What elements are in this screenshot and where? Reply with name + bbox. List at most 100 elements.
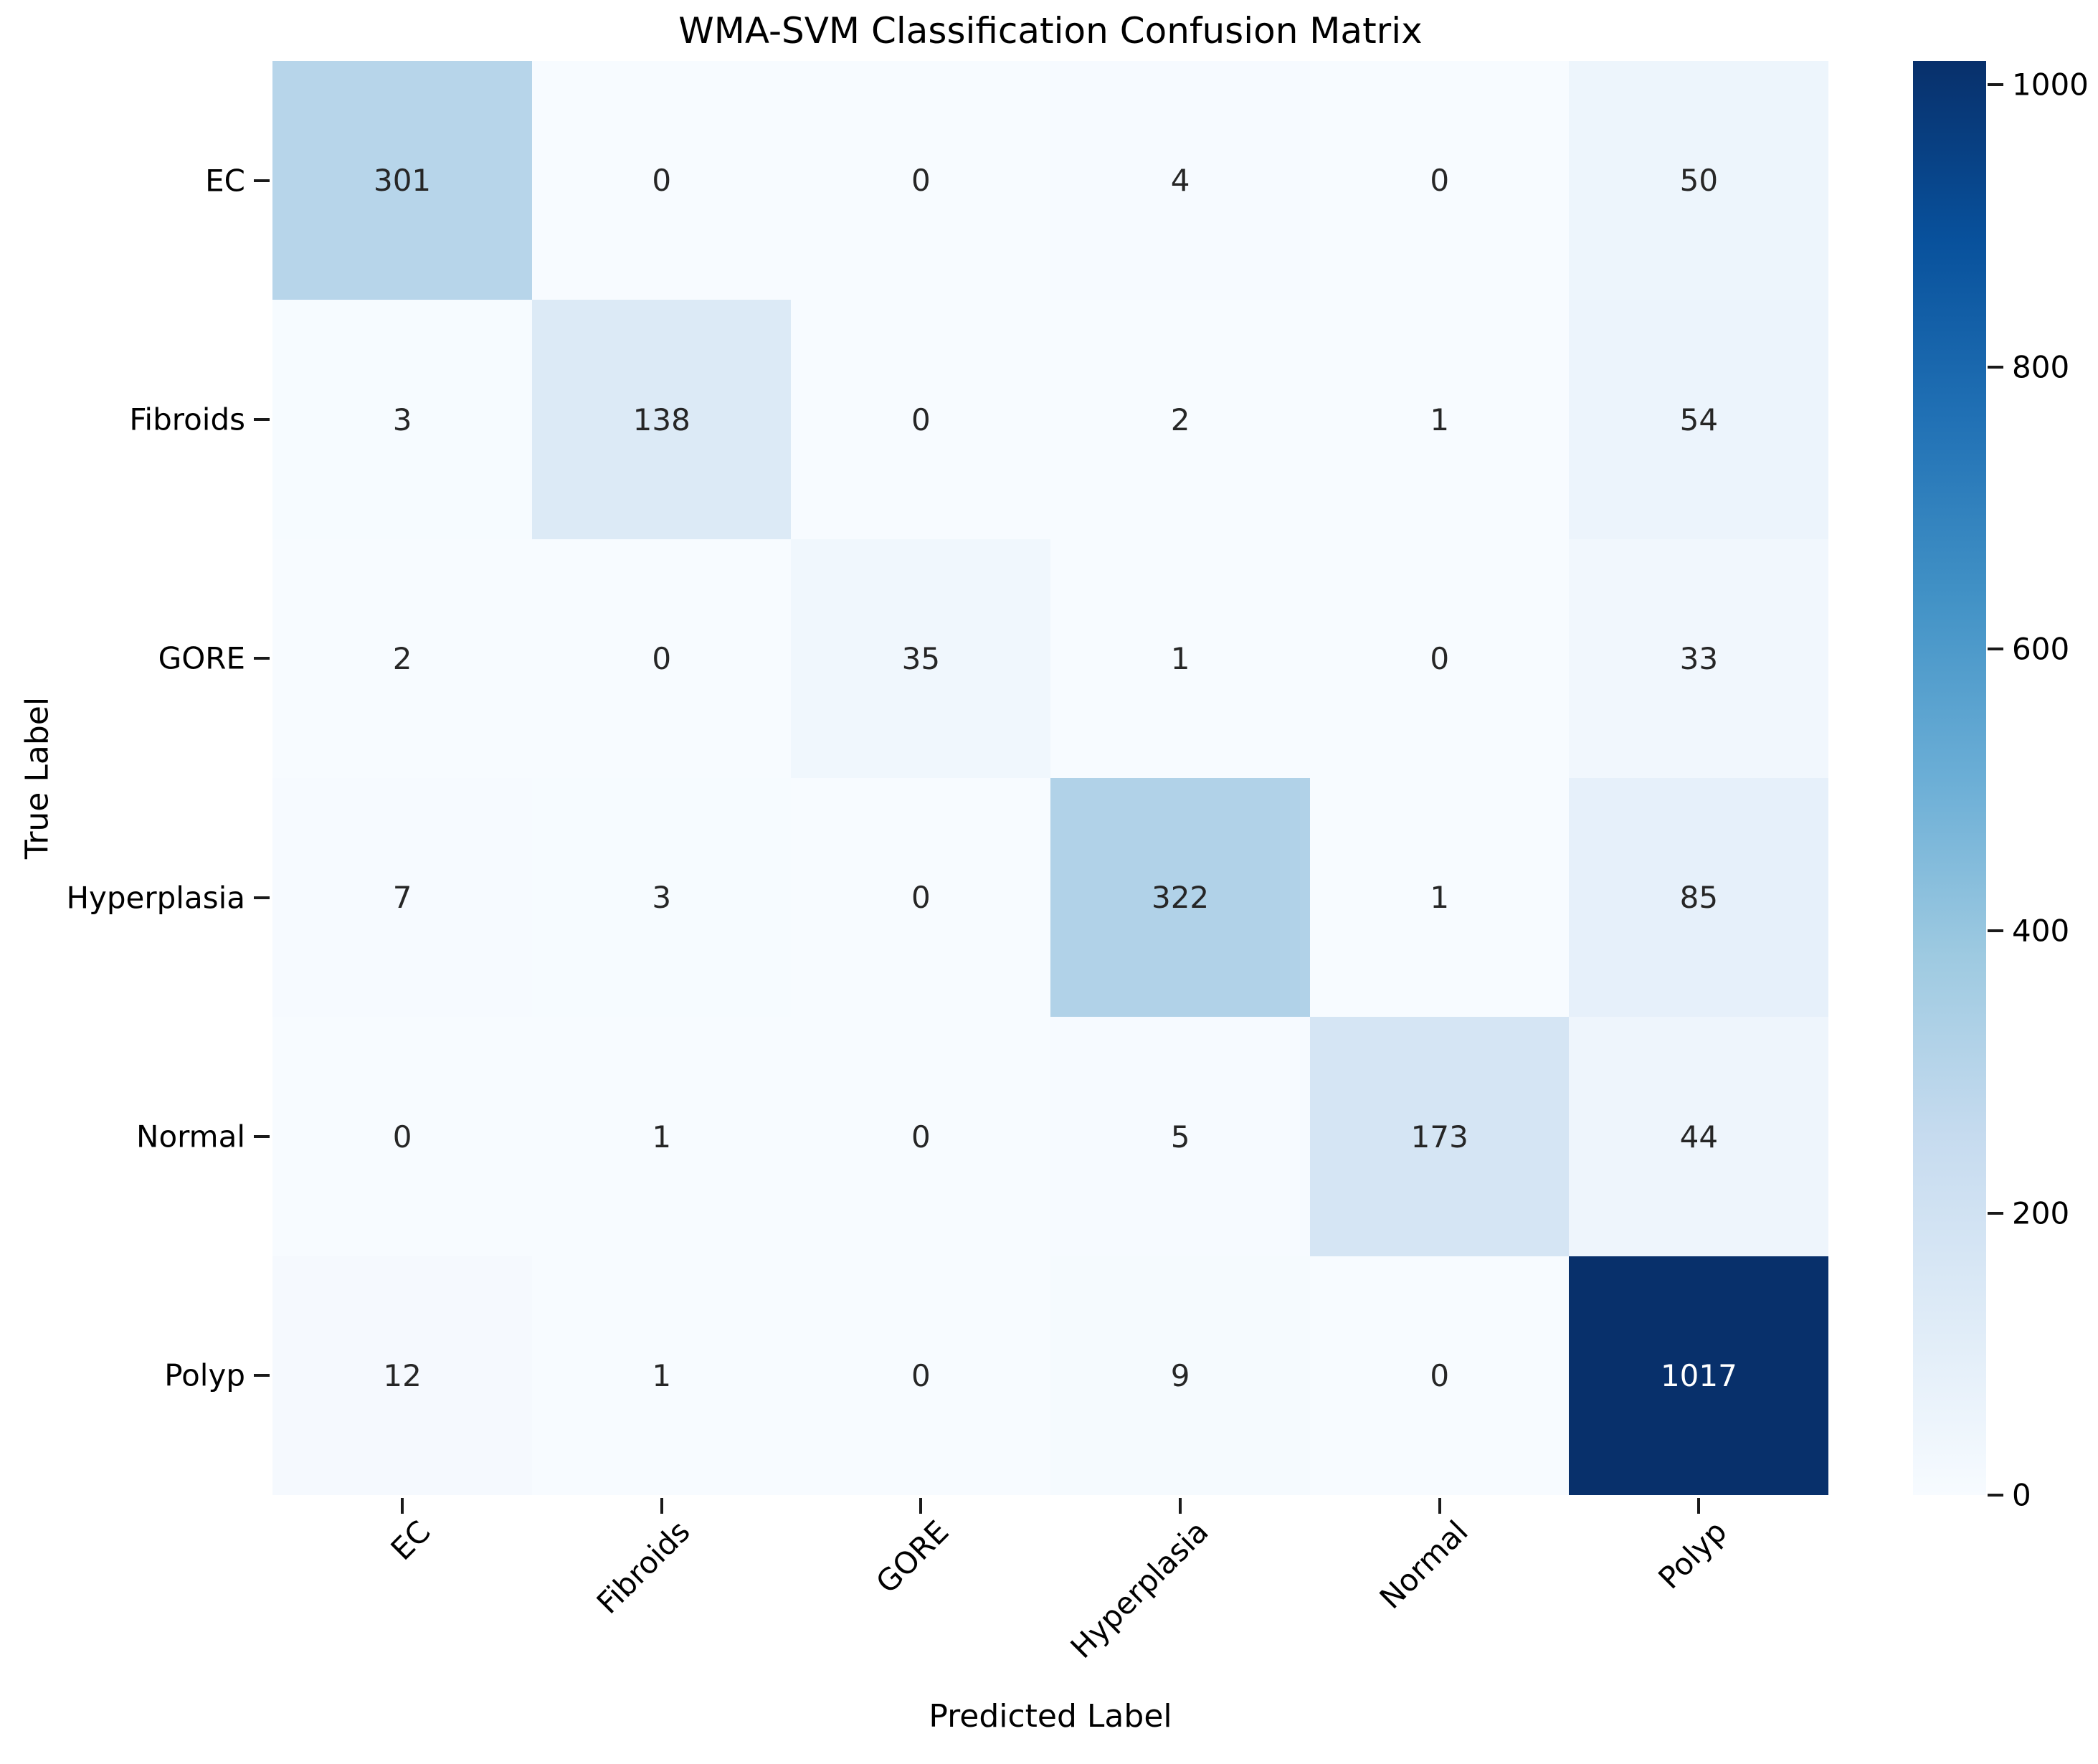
tick-mark	[1988, 83, 2003, 87]
cell-value: 0	[911, 1119, 931, 1154]
tick-mark	[1988, 1494, 2003, 1497]
heatmap-cell: 2	[272, 539, 533, 779]
y-tick-label: Hyperplasia	[66, 880, 245, 916]
y-tick-label: Normal	[136, 1119, 245, 1154]
heatmap-cell: 3	[531, 778, 792, 1018]
tick-mark	[400, 1498, 404, 1514]
heatmap-cell: 0	[791, 300, 1051, 540]
tick-mark	[254, 179, 270, 182]
cell-value: 33	[1679, 641, 1719, 677]
cell-value: 9	[1170, 1358, 1190, 1394]
tick-mark	[919, 1498, 923, 1514]
heatmap-cell: 1	[531, 1256, 792, 1496]
tick-mark	[1988, 1211, 2003, 1215]
heatmap-cell: 2	[1050, 300, 1311, 540]
heatmap-cell: 173	[1309, 1017, 1570, 1257]
tick-mark	[254, 418, 270, 421]
heatmap-cell: 0	[531, 61, 792, 300]
heatmap-cell: 9	[1050, 1256, 1311, 1496]
cell-value: 1	[1430, 880, 1450, 916]
heatmap-cell: 0	[1309, 1256, 1570, 1496]
cell-value: 322	[1151, 880, 1210, 916]
tick-mark	[254, 1374, 270, 1377]
cell-value: 1	[652, 1358, 672, 1394]
heatmap-cell: 50	[1569, 61, 1829, 300]
heatmap-cell: 0	[791, 1017, 1051, 1257]
y-axis-label: True Label	[19, 696, 56, 860]
heatmap-cell: 5	[1050, 1017, 1311, 1257]
tick-mark	[1988, 365, 2003, 369]
cell-value: 3	[652, 880, 672, 916]
colorbar-tick-label: 200	[2012, 1195, 2070, 1231]
heatmap-cell: 1	[531, 1017, 792, 1257]
cell-value: 0	[911, 880, 931, 916]
cell-value: 50	[1679, 163, 1719, 199]
cell-value: 7	[392, 880, 412, 916]
heatmap-cell: 0	[272, 1017, 533, 1257]
cell-value: 0	[911, 402, 931, 437]
cell-value: 0	[1430, 641, 1450, 677]
cell-value: 44	[1679, 1119, 1719, 1154]
heatmap-cell: 33	[1569, 539, 1829, 779]
tick-mark	[1438, 1498, 1441, 1514]
tick-mark	[1697, 1498, 1701, 1514]
heatmap-cell: 0	[791, 1256, 1051, 1496]
heatmap-cell: 54	[1569, 300, 1829, 540]
heatmap-cell: 0	[791, 61, 1051, 300]
cell-value: 85	[1679, 880, 1719, 916]
cell-value: 1	[1170, 641, 1190, 677]
tick-mark	[254, 896, 270, 899]
cell-value: 1017	[1660, 1358, 1737, 1394]
heatmap-cell: 7	[272, 778, 533, 1018]
y-tick-label: Polyp	[164, 1357, 245, 1393]
y-tick-label: GORE	[158, 640, 245, 676]
colorbar-tick-label: 600	[2012, 631, 2070, 667]
chart-title: WMA-SVM Classification Confusion Matrix	[678, 10, 1423, 52]
heatmap-cell: 301	[272, 61, 533, 300]
cell-value: 0	[911, 163, 931, 199]
tick-mark	[254, 657, 270, 660]
y-tick-label: Fibroids	[129, 402, 245, 437]
cell-value: 301	[373, 163, 432, 199]
cell-value: 0	[1430, 1358, 1450, 1394]
heatmap-cell: 3	[272, 300, 533, 540]
heatmap-cell: 0	[1309, 61, 1570, 300]
cell-value: 5	[1170, 1119, 1190, 1154]
colorbar	[1913, 61, 1986, 1495]
cell-value: 138	[632, 402, 690, 437]
tick-mark	[1988, 648, 2003, 651]
cell-value: 0	[392, 1119, 412, 1154]
heatmap-cell: 1017	[1569, 1256, 1829, 1496]
heatmap-cell: 0	[1309, 539, 1570, 779]
heatmap-cell: 44	[1569, 1017, 1829, 1257]
heatmap-cell: 0	[791, 778, 1051, 1018]
x-axis-label: Predicted Label	[929, 1698, 1172, 1735]
heatmap-cell: 1	[1309, 778, 1570, 1018]
y-tick-label: EC	[205, 163, 245, 199]
cell-value: 4	[1170, 163, 1190, 199]
heatmap-cell: 4	[1050, 61, 1311, 300]
heatmap-cell: 35	[791, 539, 1051, 779]
heatmap-cell: 0	[531, 539, 792, 779]
cell-value: 0	[652, 641, 672, 677]
cell-value: 1	[652, 1119, 672, 1154]
tick-mark	[1988, 929, 2003, 933]
heatmap-cell: 138	[531, 300, 792, 540]
heatmap-cell: 85	[1569, 778, 1829, 1018]
colorbar-tick-label: 400	[2012, 913, 2070, 949]
heatmap-cell: 1	[1050, 539, 1311, 779]
tick-mark	[254, 1135, 270, 1138]
heatmap-cell: 12	[272, 1256, 533, 1496]
heatmap-grid: 301 0 0 4 0 50 3 138 0 2 1 54 2 0 35 1 0 33 7 3 0 322 1 85 0 1 0 5 1…	[272, 61, 1829, 1496]
cell-value: 35	[901, 641, 941, 677]
cell-value: 173	[1410, 1119, 1468, 1154]
cell-value: 1	[1430, 402, 1450, 437]
colorbar-tick-label: 0	[2012, 1477, 2031, 1513]
cell-value: 0	[652, 163, 672, 199]
cell-value: 0	[911, 1358, 931, 1394]
colorbar-tick-label: 800	[2012, 349, 2070, 385]
cell-value: 54	[1679, 402, 1719, 437]
heatmap-cell: 1	[1309, 300, 1570, 540]
tick-mark	[660, 1498, 663, 1514]
